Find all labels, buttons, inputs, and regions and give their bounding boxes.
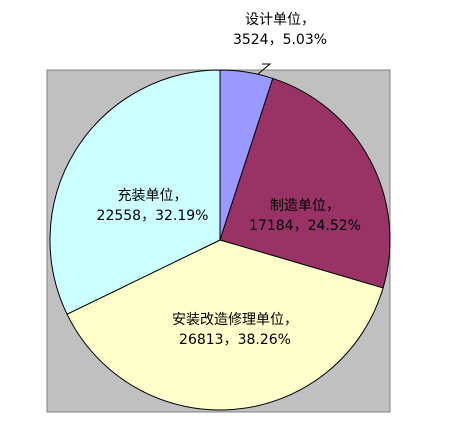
label-percent: 24.52% bbox=[307, 218, 361, 234]
data-label: 设计单位， 3524，5.03% bbox=[205, 10, 355, 50]
pie-slice bbox=[66, 239, 384, 411]
label-separator: ， bbox=[141, 208, 156, 224]
pie-slice bbox=[49, 69, 221, 315]
label-separator: ， bbox=[268, 32, 283, 48]
label-separator: ， bbox=[173, 188, 188, 204]
label-percent: 38.26% bbox=[237, 332, 291, 348]
label-category: 安装改造修理单位 bbox=[172, 312, 284, 328]
label-category: 设计单位 bbox=[245, 12, 301, 28]
label-value: 3524 bbox=[232, 32, 269, 48]
data-label: 充装单位， 22558，32.19% bbox=[80, 186, 225, 226]
label-separator: ， bbox=[284, 312, 298, 328]
pie-slice bbox=[219, 77, 391, 289]
leader-line bbox=[257, 63, 272, 75]
label-value: 22558 bbox=[96, 208, 142, 224]
label-percent: 5.03% bbox=[282, 32, 328, 48]
label-category: 充装单位 bbox=[117, 188, 174, 204]
label-separator: ， bbox=[293, 218, 308, 234]
label-separator: ， bbox=[223, 332, 238, 348]
label-separator: ， bbox=[326, 198, 340, 214]
label-percent: 32.19% bbox=[155, 208, 209, 224]
data-label: 制造单位， 17184，24.52% bbox=[235, 196, 375, 236]
label-category: 制造单位 bbox=[270, 198, 326, 214]
data-label: 安装改造修理单位，26813，38.26% bbox=[150, 310, 320, 350]
label-value: 26813 bbox=[179, 332, 224, 348]
label-separator: ， bbox=[301, 12, 315, 28]
label-value: 17184 bbox=[249, 218, 294, 234]
